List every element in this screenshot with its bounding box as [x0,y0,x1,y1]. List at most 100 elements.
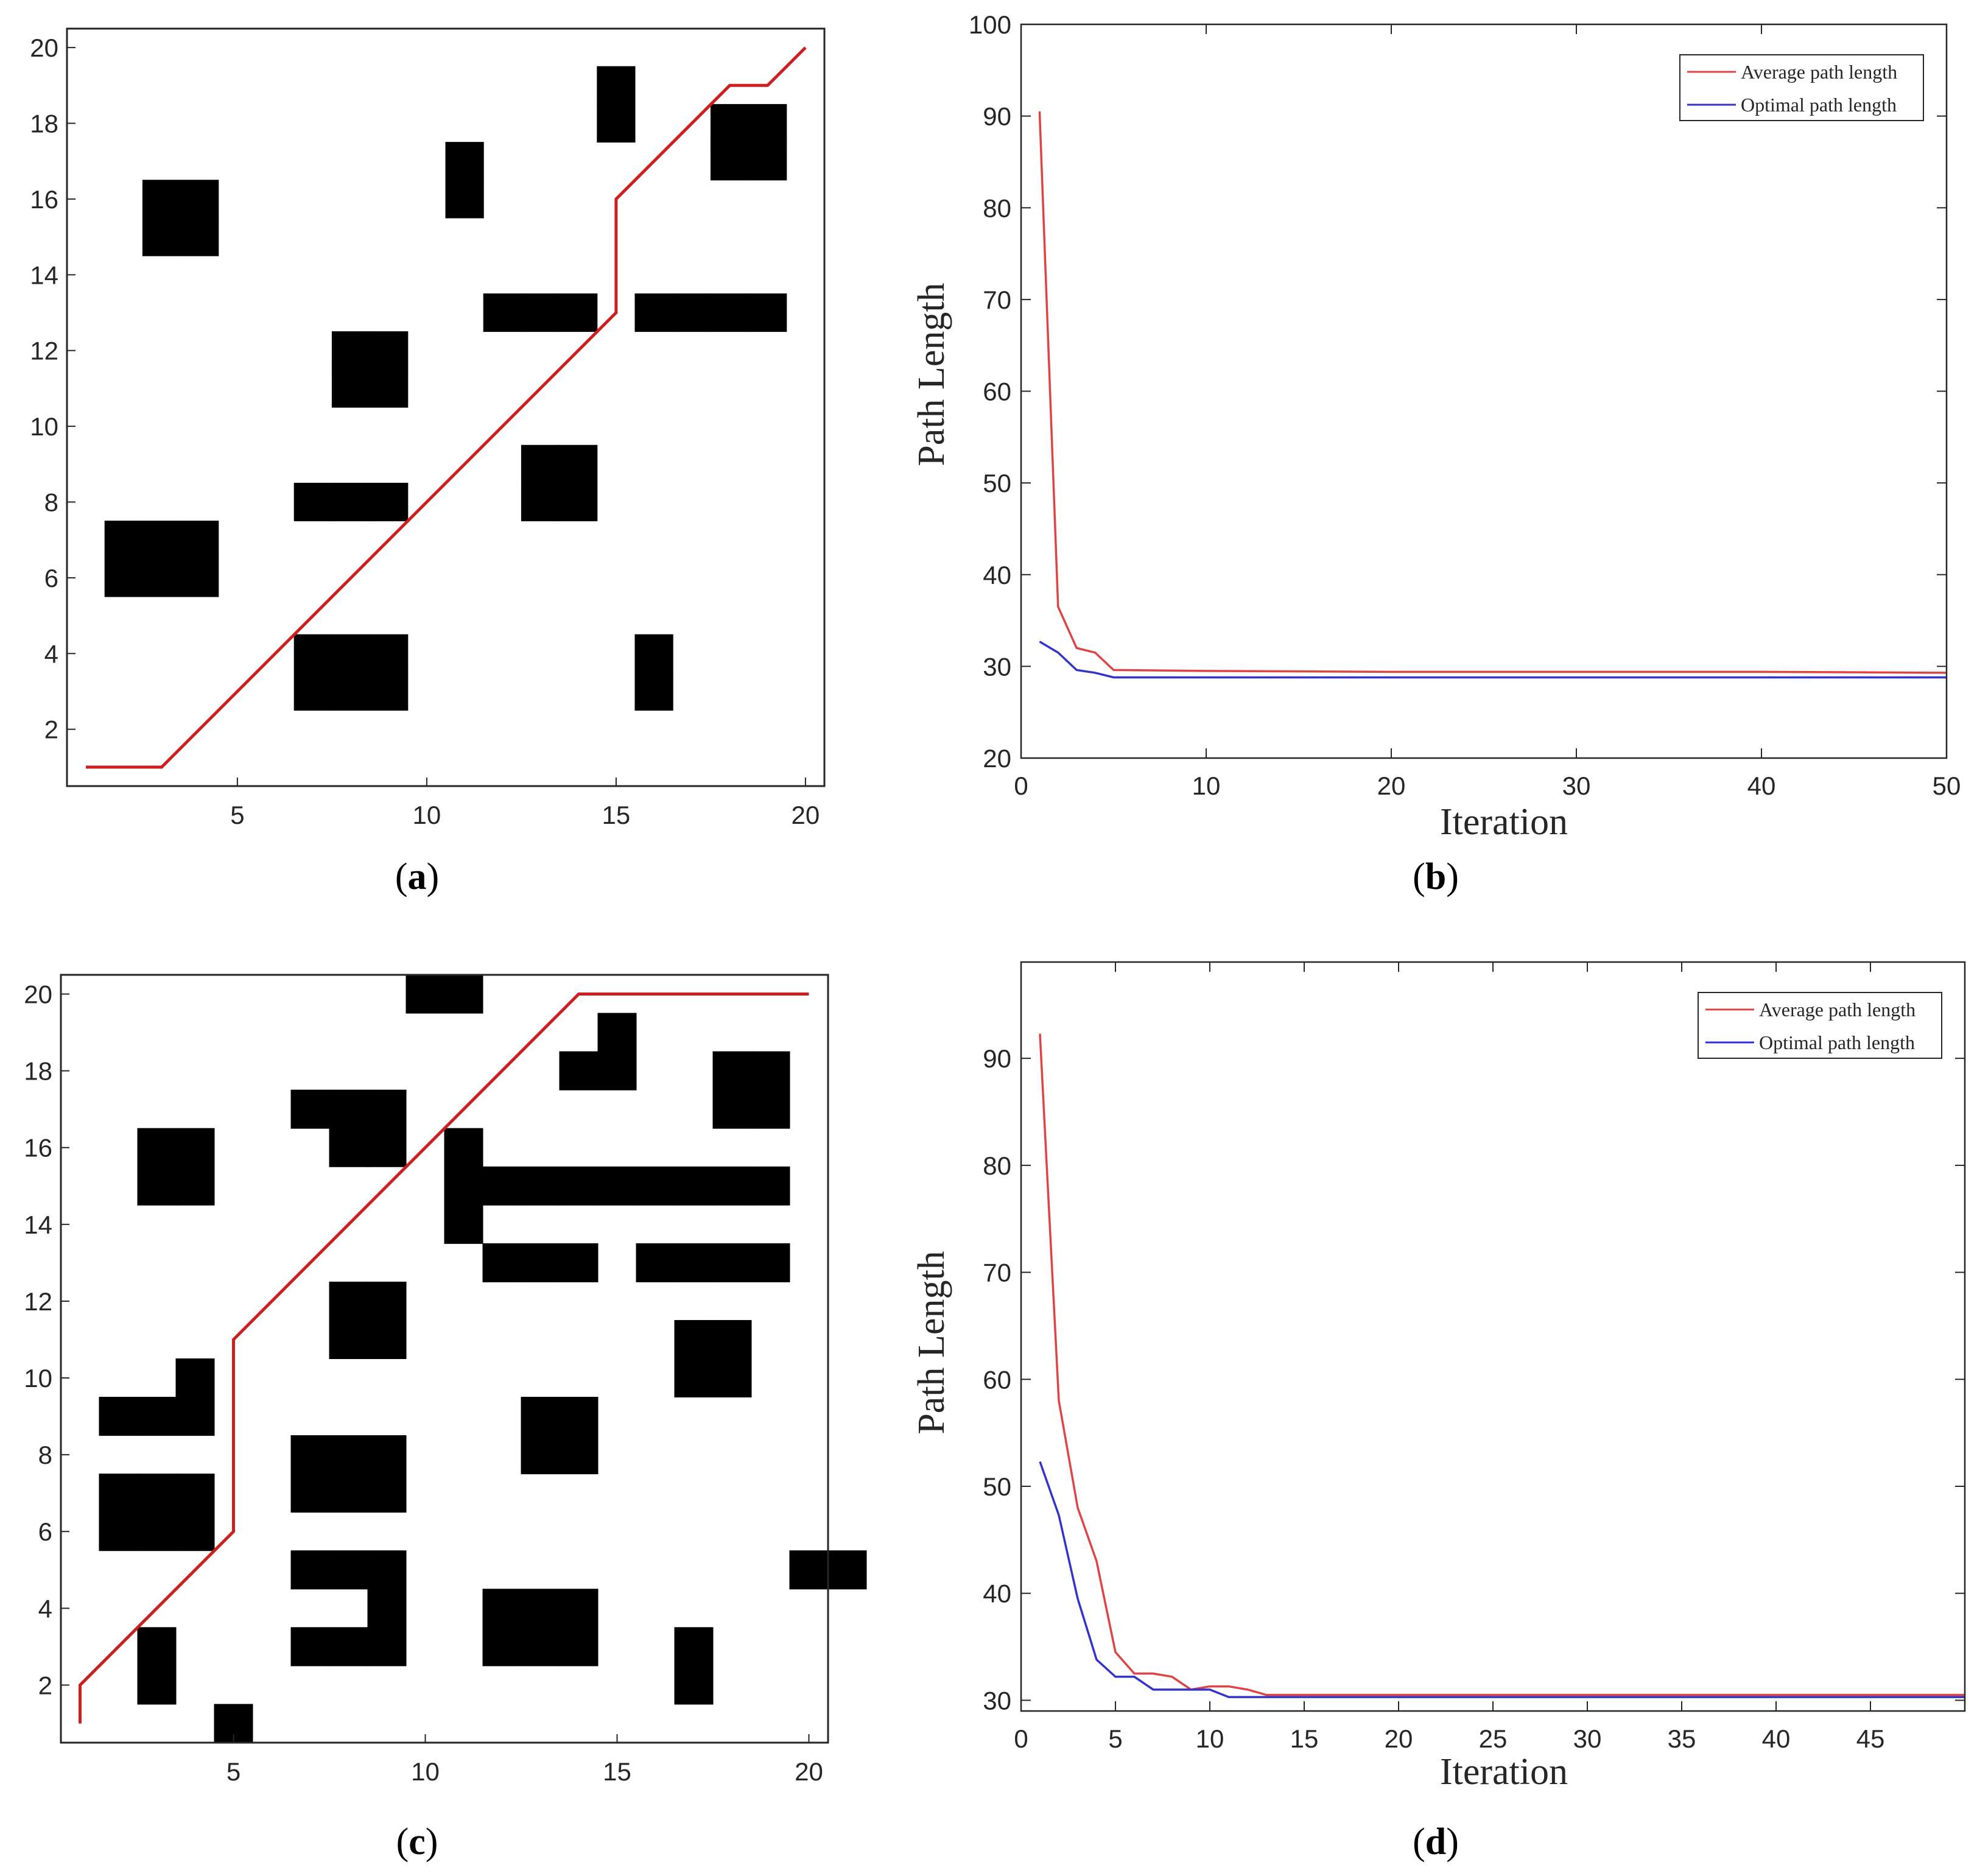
x-tick-label: 5 [1108,1724,1122,1753]
obstacle-cell [751,1166,790,1206]
line-chart-d-plot: 0 5 10 15 20 25 30 35 40 45 30 40 50 60 70 80 90 Average … [983,961,1966,1753]
obstacle-cell [482,1166,522,1206]
obstacle-cell [748,104,787,143]
y-tick-label: 30 [983,652,1011,681]
obstacle-cell [712,1089,752,1129]
obstacle-cell [367,1281,407,1321]
obstacle-cell [597,1013,637,1052]
y-tick-label: 70 [983,1259,1011,1287]
obstacle-cell [142,521,181,560]
obstacle-cell [175,1128,215,1167]
map-frame [66,27,826,787]
obstacle-cell [559,1166,599,1206]
obstacle-cell [559,1243,599,1282]
obstacle-cell [674,1166,714,1206]
x-tick-label: 5 [230,801,244,829]
obstacle-cell [329,1627,368,1667]
obstacle-cell [521,1166,560,1206]
y-tick-label: 6 [44,564,58,592]
grid-map-a: 5 10 15 20 2 4 6 8 10 12 14 16 18 20 (a) [30,27,826,898]
obstacle-cell [290,1435,330,1475]
obstacle-cell [827,1550,867,1590]
plot-background [1021,962,1965,1711]
obstacle-cell [293,672,332,711]
y-tick-label: 30 [983,1686,1011,1715]
obstacle-cell [329,1474,368,1513]
obstacle-cell [137,1665,177,1705]
obstacle-cell [180,558,219,597]
obstacle-cell [99,1397,138,1436]
obstacle-cell [559,1589,599,1628]
planned-path-line [79,992,809,1724]
y-axis-title-d: Path Length [911,1251,952,1434]
obstacle-cell [367,1550,407,1590]
obstacle-cell [482,1243,522,1282]
obstacle-cell [329,1128,368,1167]
obstacle-cell [712,1319,752,1359]
obstacle-cell [636,1243,675,1282]
obstacle-cell [674,1319,714,1359]
obstacle-cell [175,1512,215,1551]
line-chart-b-plot: 0 10 20 30 40 50 20 30 40 50 60 70 80 90 100 Average pa… [969,12,1961,800]
caption-d: (d) [1413,1821,1459,1863]
y-tick-label: 70 [983,286,1011,314]
y-tick-label: 20 [983,744,1011,773]
obstacle-cell [482,1589,522,1628]
obstacle-cell [751,1089,790,1129]
caption-a: (a) [395,856,439,898]
obstacle-cell [751,1243,790,1282]
y-tick-label: 8 [38,1441,52,1469]
y-tick-label: 18 [24,1057,52,1086]
y-tick-label: 20 [30,33,58,62]
obstacle-cell [444,1204,483,1244]
obstacle-cell [180,521,219,560]
obstacle-cell [367,1319,407,1359]
caption-c: (c) [396,1821,438,1863]
obstacle-cell [521,1397,560,1436]
obstacle-cell [331,482,371,522]
y-tick-label: 4 [38,1594,52,1623]
grid-map-a-area [66,27,826,787]
obstacle-cell [521,1435,560,1475]
obstacle-cell [370,634,409,673]
obstacle-cell [521,1589,560,1628]
obstacle-cell [674,1243,714,1282]
grid-map-a-ticks: 5 10 15 20 2 4 6 8 10 12 14 16 18 20 [30,33,820,829]
obstacle-cell [370,369,409,408]
y-tick-label: 100 [969,12,1011,39]
obstacle-cell [712,1243,752,1282]
obstacle-cell [331,331,371,370]
obstacle-cell [329,1089,368,1129]
legend: Average path length Optimal path length [1679,54,1924,121]
grid-map-c-area [60,974,867,1744]
obstacle-cell [137,1512,177,1551]
obstacle-cell [293,634,332,673]
y-tick-label: 10 [24,1364,52,1393]
y-tick-label: 12 [30,337,58,365]
obstacle-cell [137,1627,177,1667]
y-tick-label: 4 [44,639,58,668]
obstacle-cell [559,1397,599,1436]
x-tick-label: 20 [792,801,820,829]
obstacle-cell [331,672,371,711]
x-tick-label: 15 [603,1757,631,1786]
x-axis-title-b: Iteration [1440,801,1568,843]
obstacle-cell [290,1550,330,1590]
x-tick-label: 15 [1290,1724,1319,1753]
y-tick-label: 2 [44,715,58,744]
obstacle-cell [674,1665,714,1705]
x-tick-label: 10 [1192,771,1221,800]
x-tick-label: 20 [1385,1724,1413,1753]
x-tick-label: 45 [1856,1724,1885,1753]
line-chart-b: 0 10 20 30 40 50 20 30 40 50 60 70 80 90 100 Average pa… [911,12,1961,898]
obstacle-cell [290,1089,330,1129]
obstacle-cell [367,1589,407,1628]
legend: Average path length Optimal path length [1698,992,1942,1059]
line-chart-d: 0 5 10 15 20 25 30 35 40 45 30 40 50 60 70 80 90 Average … [911,961,1966,1863]
obstacle-cell [559,1051,599,1091]
obstacle-cell [99,1512,138,1551]
x-tick-label: 20 [1377,771,1406,800]
obstacle-cell [597,104,636,143]
planned-path-line [86,46,807,769]
obstacle-cell [142,217,181,256]
